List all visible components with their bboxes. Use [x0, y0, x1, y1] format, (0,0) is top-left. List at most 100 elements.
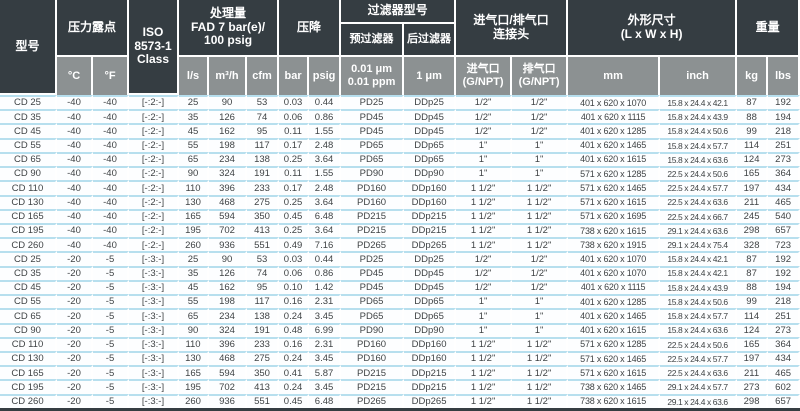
cell: 465	[768, 194, 800, 209]
cell: PD160	[341, 336, 405, 351]
cell: DDp215	[404, 379, 457, 394]
cell: 65	[179, 151, 210, 167]
cell: CD 195	[0, 222, 57, 238]
cell: 95	[247, 123, 280, 138]
cell: DDp45	[404, 109, 457, 124]
cell: -40	[93, 237, 130, 252]
table-row: CD 65 -40 -40 [-:2:-] 65 234 138 0.25 3.64 PD65 DD…	[0, 151, 800, 167]
cell: 22.5 x 24.4 x 66.7	[660, 208, 738, 223]
table-row: CD 55 -40 -40 [-:2:-] 55 198 117 0.17 2.48 PD65 DD…	[0, 137, 800, 152]
cell: 165	[737, 336, 769, 351]
cell: 1 1/2"	[512, 393, 569, 408]
cell: 1/2"	[456, 123, 513, 138]
table-row: CD 130 -40 -40 [-:2:-] 130 468 275 0.25 3.64 PD16…	[0, 194, 800, 209]
cell: 1 1/2"	[512, 365, 569, 380]
cell: 401 x 620 x 1285	[568, 123, 661, 138]
cell: 0.06	[279, 109, 310, 124]
cell: 25	[179, 251, 210, 266]
unit-celsius: °C	[57, 57, 93, 95]
cell: [-:2:-]	[129, 123, 180, 138]
cell: -40	[57, 166, 93, 181]
cell: 1 1/2"	[512, 194, 569, 209]
cell: 74	[247, 109, 280, 124]
cell: 251	[768, 137, 800, 152]
cell: -40	[57, 208, 93, 223]
cell: DDp265	[404, 393, 457, 408]
cell: 1 1/2"	[456, 222, 513, 238]
cell: -40	[57, 180, 93, 195]
cell: 218	[768, 294, 800, 309]
cell: -40	[93, 166, 130, 181]
cell: 396	[209, 336, 248, 351]
cell: [-:2:-]	[129, 222, 180, 238]
cell: CD 110	[0, 336, 57, 351]
cell: 15.8 x 24.4 x 50.6	[660, 294, 738, 309]
cell: 465	[768, 365, 800, 380]
cell: 0.86	[309, 109, 342, 124]
cell: 396	[209, 180, 248, 195]
cell: 110	[179, 336, 210, 351]
cell: CD 90	[0, 166, 57, 181]
cell: 0.06	[279, 265, 310, 280]
cell: DDp215	[404, 365, 457, 380]
cell: 571 x 620 x 1615	[568, 365, 661, 380]
col-header-connection: 进气口/排气口 连接头	[456, 0, 569, 57]
cell: PD65	[341, 151, 405, 167]
cell: 7.16	[309, 237, 342, 252]
cell: 1/2"	[456, 251, 513, 266]
cell: DDp65	[404, 151, 457, 167]
cell: 245	[737, 208, 769, 223]
cell: 3.45	[309, 379, 342, 394]
cell: 1.42	[309, 279, 342, 295]
cell: -40	[57, 137, 93, 152]
cell: 22.5 x 24.4 x 63.6	[660, 365, 738, 380]
cell: 1/2"	[456, 109, 513, 124]
cell: 0.48	[279, 322, 310, 337]
cell: [-:2:-]	[129, 137, 180, 152]
cell: 117	[247, 294, 280, 309]
col-header-dimensions: 外形尺寸 (L x W x H)	[568, 0, 738, 57]
cell: 6.48	[309, 393, 342, 408]
unit-prefilter-spec: 0.01 μm 0.01 ppm	[341, 57, 405, 95]
cell: 29.1 x 24.4 x 63.6	[660, 222, 738, 238]
cell: 2.48	[309, 180, 342, 195]
cell: 434	[768, 180, 800, 195]
cell: 273	[768, 151, 800, 167]
cell: 1/2"	[512, 109, 569, 124]
cell: 3.45	[309, 308, 342, 323]
cell: [-:3:-]	[129, 379, 180, 394]
cell: 298	[737, 222, 769, 238]
cell: 0.25	[279, 222, 310, 238]
cell: 110	[179, 180, 210, 195]
cell: 401 x 620 x 1070	[568, 95, 661, 110]
cell: -20	[57, 265, 93, 280]
cell: 2.31	[309, 294, 342, 309]
cell: 0.25	[279, 151, 310, 167]
cell: DDp160	[404, 350, 457, 366]
cell: 15.8 x 24.4 x 50.6	[660, 123, 738, 138]
cell: 233	[247, 180, 280, 195]
cell: 138	[247, 151, 280, 167]
cell: 192	[768, 95, 800, 110]
cell: 0.45	[279, 393, 310, 408]
cell: PD65	[341, 308, 405, 323]
cell: 1"	[456, 308, 513, 323]
cell: 468	[209, 350, 248, 366]
cell: 0.10	[279, 279, 310, 295]
cell: 273	[768, 322, 800, 337]
cell: 15.8 x 24.4 x 43.9	[660, 279, 738, 295]
cell: 401 x 620 x 1070	[568, 265, 661, 280]
cell: DDp45	[404, 123, 457, 138]
cell: 1"	[512, 294, 569, 309]
cell: 0.44	[309, 251, 342, 266]
cell: DDp265	[404, 237, 457, 252]
cell: 15.8 x 24.4 x 42.1	[660, 95, 738, 110]
cell: 1"	[512, 151, 569, 167]
cell: 1/2"	[512, 279, 569, 295]
cell: DDp160	[404, 194, 457, 209]
cell: -20	[57, 393, 93, 408]
cell: [-:2:-]	[129, 109, 180, 124]
cell: 298	[737, 393, 769, 408]
cell: 2.31	[309, 336, 342, 351]
